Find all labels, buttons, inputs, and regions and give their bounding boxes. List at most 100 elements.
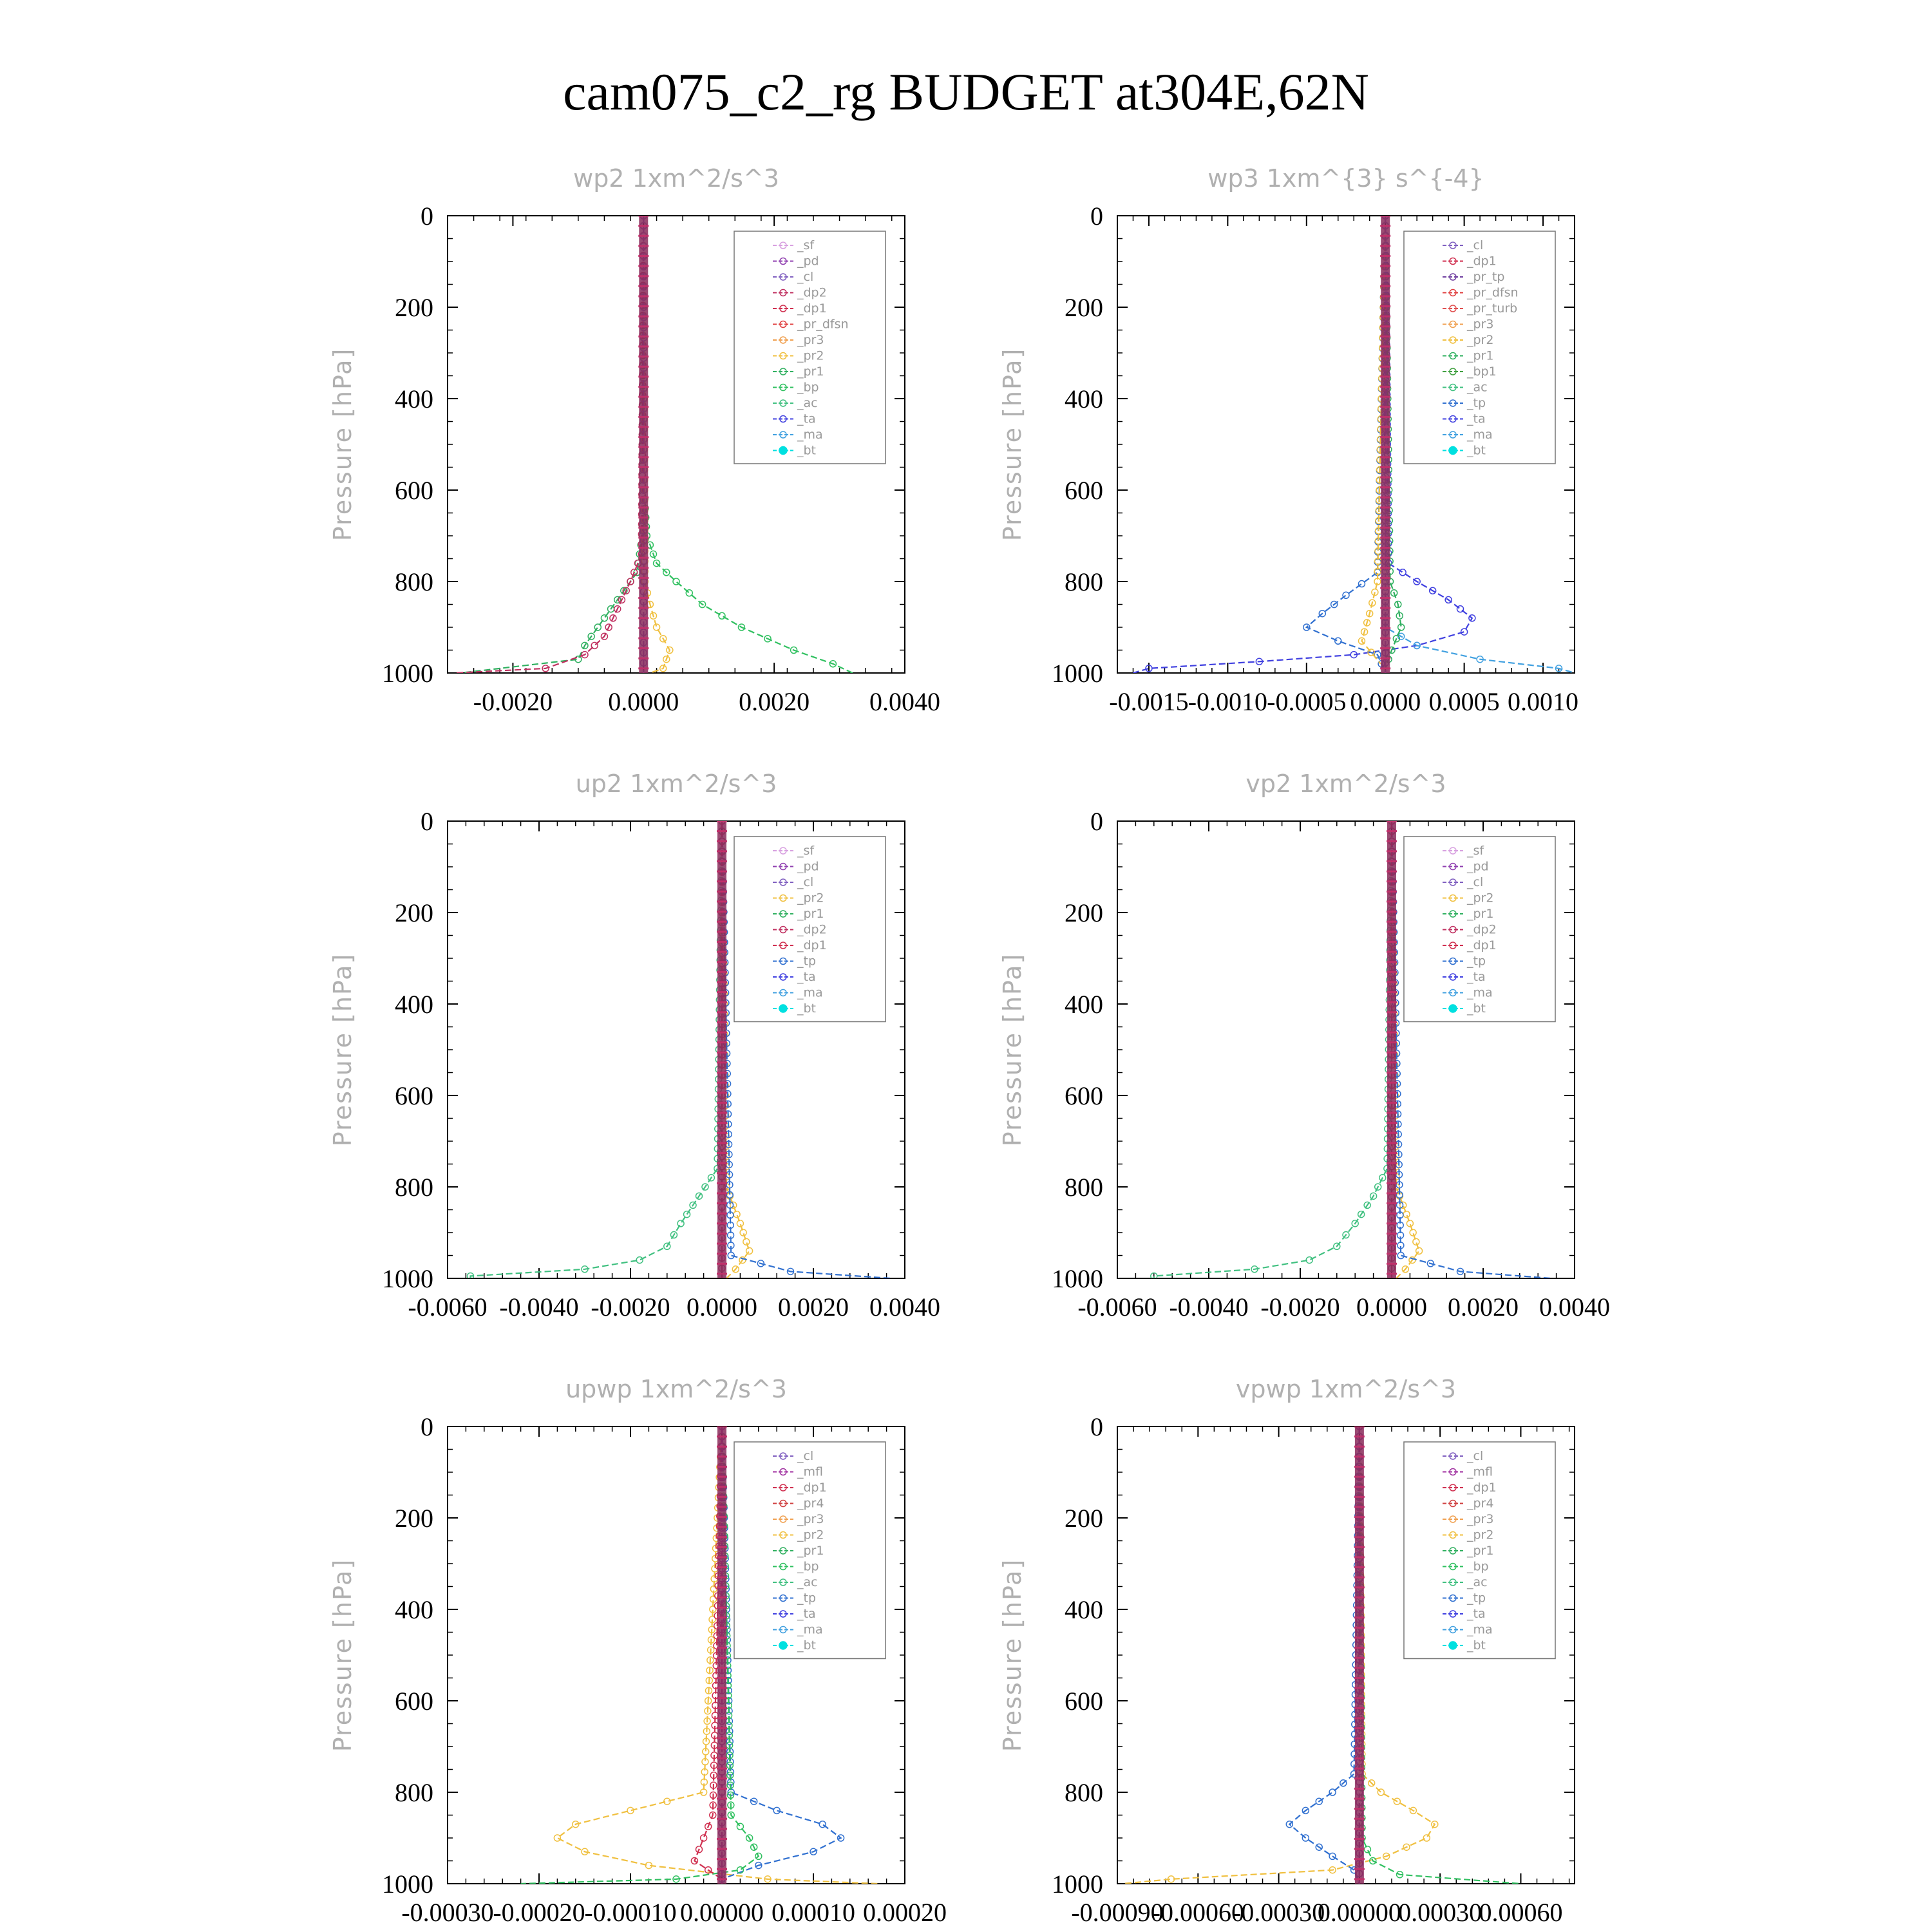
series-point bbox=[1415, 1247, 1423, 1255]
series-point bbox=[704, 1866, 712, 1874]
x-tick-label: 0.0040 bbox=[869, 687, 940, 716]
legend-label: _pr2 bbox=[1466, 891, 1493, 905]
y-tick-label: 0 bbox=[1090, 202, 1103, 231]
legend-marker bbox=[1449, 383, 1457, 392]
legend-label: _pr1 bbox=[1466, 907, 1493, 921]
legend-label: _dp1 bbox=[1466, 1481, 1497, 1495]
series-point bbox=[613, 596, 621, 604]
series-point bbox=[663, 1797, 671, 1805]
legend-marker bbox=[1449, 910, 1457, 918]
series-point bbox=[466, 1272, 475, 1278]
series-point bbox=[733, 1210, 741, 1218]
series-point bbox=[755, 1852, 762, 1861]
series-point bbox=[1368, 599, 1376, 607]
series-point bbox=[708, 1616, 716, 1624]
y-tick-label: 600 bbox=[395, 1081, 433, 1110]
series-point bbox=[1333, 1242, 1341, 1251]
legend-marker bbox=[1449, 273, 1457, 281]
series-point bbox=[736, 1220, 744, 1227]
series-point bbox=[630, 569, 638, 576]
series-point bbox=[1396, 1221, 1404, 1229]
legend-marker bbox=[779, 289, 787, 297]
y-tick-label: 0 bbox=[1090, 807, 1103, 836]
series-point bbox=[627, 1806, 634, 1815]
legend-marker bbox=[1449, 320, 1457, 328]
series-point bbox=[1363, 619, 1371, 627]
x-tick-label: -0.0020 bbox=[473, 687, 553, 716]
legend-label: _bt bbox=[797, 1638, 816, 1653]
series-point bbox=[786, 1267, 795, 1276]
series-point bbox=[1371, 588, 1379, 596]
series-point bbox=[663, 655, 670, 663]
series-point bbox=[1409, 1806, 1417, 1815]
legend-label: _tp bbox=[1466, 396, 1486, 410]
legend-marker bbox=[779, 1610, 787, 1618]
x-tick-label: -0.00060 bbox=[1152, 1898, 1244, 1927]
legend-marker bbox=[1449, 1562, 1457, 1571]
legend-marker bbox=[779, 273, 787, 281]
series-point bbox=[757, 1260, 765, 1267]
panel-0: wp2 1xm^2/s^3 Pressure [hPa] 0 200 400 600 800… bbox=[328, 164, 940, 716]
x-tick-label: -0.0020 bbox=[591, 1293, 670, 1321]
legend-marker bbox=[779, 1452, 787, 1460]
series-point bbox=[790, 646, 798, 654]
panel-title: up2 1xm^2/s^3 bbox=[576, 770, 777, 798]
legend-marker bbox=[1449, 1625, 1457, 1634]
series-point bbox=[1358, 580, 1366, 588]
series-point bbox=[726, 1231, 735, 1239]
legend-marker bbox=[1449, 1610, 1457, 1618]
legend-label: _pr2 bbox=[1466, 1528, 1493, 1542]
legend-label: _ac bbox=[1466, 1575, 1488, 1589]
legend-label: _ta bbox=[797, 970, 816, 984]
series-point bbox=[609, 614, 617, 622]
legend-marker bbox=[1449, 1452, 1457, 1460]
legend-marker bbox=[779, 1594, 787, 1602]
series-point bbox=[739, 1229, 747, 1236]
series-point bbox=[764, 1875, 772, 1883]
legend-marker bbox=[1449, 862, 1457, 871]
series-point bbox=[703, 1727, 711, 1736]
legend-box bbox=[734, 836, 886, 1023]
y-tick-label: 400 bbox=[1065, 1595, 1103, 1624]
series-point bbox=[709, 1791, 717, 1799]
series-point bbox=[1555, 665, 1563, 672]
series-point bbox=[1367, 649, 1375, 656]
series-group bbox=[520, 1426, 878, 1884]
series-point bbox=[677, 1220, 685, 1227]
series-point bbox=[1379, 1174, 1387, 1182]
legend-box bbox=[734, 1441, 886, 1660]
legend-label: _pr_turb bbox=[1466, 301, 1517, 316]
legend-marker bbox=[1449, 942, 1457, 949]
y-tick-label: 1000 bbox=[1052, 1264, 1103, 1293]
series-point bbox=[1360, 628, 1368, 636]
series-point bbox=[666, 646, 674, 654]
zero-profile-band bbox=[717, 821, 726, 1278]
series-point bbox=[1330, 600, 1338, 609]
legend-marker bbox=[779, 1484, 787, 1492]
legend-label: _ma bbox=[1466, 428, 1493, 442]
y-tick-label: 600 bbox=[1065, 1687, 1103, 1716]
series-point bbox=[1377, 1788, 1385, 1796]
series-point bbox=[685, 589, 694, 597]
series-point bbox=[542, 665, 549, 672]
series-point bbox=[1382, 1852, 1390, 1861]
legend-marker bbox=[1449, 1484, 1457, 1492]
series-point bbox=[701, 1757, 709, 1766]
series-point bbox=[707, 1636, 715, 1644]
y-tick-label: 800 bbox=[1065, 1778, 1103, 1807]
zero-profile-band bbox=[717, 1426, 726, 1884]
series-point bbox=[1145, 665, 1153, 672]
series-point bbox=[1363, 1201, 1371, 1209]
zero-profile-band bbox=[1354, 1426, 1364, 1884]
legend-label: _pr_dfsn bbox=[1466, 286, 1519, 300]
series-point bbox=[1399, 569, 1406, 576]
legend-label: _mfl bbox=[1466, 1465, 1493, 1479]
series-group bbox=[454, 216, 853, 673]
legend-label: _cl bbox=[797, 875, 813, 889]
legend-marker bbox=[779, 446, 788, 455]
legend-marker bbox=[1449, 1578, 1457, 1586]
legend-label: _ta bbox=[1466, 412, 1486, 426]
legend-label: _dp2 bbox=[797, 286, 827, 300]
series-point bbox=[645, 1861, 653, 1870]
